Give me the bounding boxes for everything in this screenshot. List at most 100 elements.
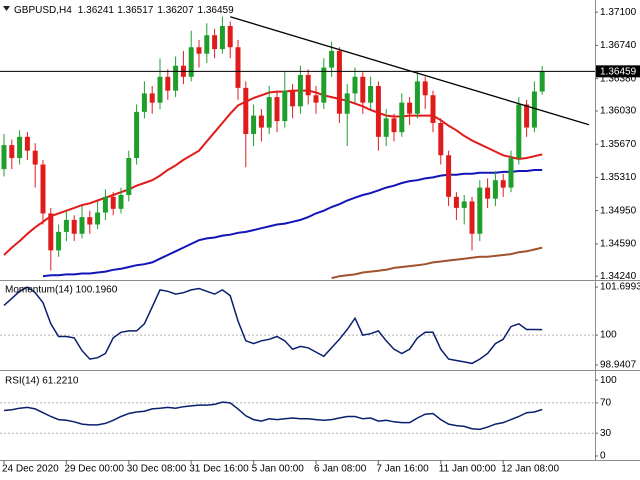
candle-body: [9, 145, 15, 159]
candle-body: [196, 47, 202, 54]
candle-body: [165, 76, 171, 91]
y-tick-label: 1.35670: [600, 139, 637, 150]
x-tick-label: 29 Dec 00:00: [64, 464, 124, 475]
x-tick-label: 24 Dec 2020: [2, 464, 59, 475]
candle-body: [407, 102, 413, 114]
candle-body: [95, 212, 101, 225]
candle-body: [461, 201, 467, 208]
candle-body: [235, 47, 241, 88]
y-tick-label: 98.9407: [600, 360, 637, 371]
y-tick-label: 0: [600, 451, 606, 462]
candle-body: [453, 196, 459, 208]
x-tick-label: 31 Dec 16:00: [189, 464, 249, 475]
series-line: [331, 246, 543, 279]
candle-body: [290, 90, 296, 107]
y-tick-label: 70: [600, 398, 612, 409]
candle-body: [17, 136, 23, 159]
candle-body: [352, 76, 358, 94]
candle-body: [524, 104, 530, 128]
candle-body: [539, 71, 545, 92]
series-line: [3, 286, 543, 365]
y-tick-label: 1.36030: [600, 106, 637, 117]
y-tick-label: 100: [600, 330, 617, 341]
candle-body: [48, 213, 54, 251]
candle-body: [243, 87, 249, 135]
candle-body: [266, 97, 272, 128]
candle-body: [141, 93, 147, 112]
pane-frames: [0, 0, 640, 461]
y-tick-label: 101.6993: [600, 282, 640, 293]
candle-body: [360, 76, 366, 103]
chart-title: GBPUSD,H4: [14, 5, 72, 16]
candle-body: [414, 81, 420, 114]
candle-body: [438, 122, 444, 156]
candle-body: [531, 91, 537, 128]
candle-body: [71, 219, 77, 234]
pane-title: Momentum(14) 100.1960: [5, 285, 118, 296]
candle-body: [79, 217, 85, 234]
candle-body: [391, 118, 397, 133]
candle-body: [485, 187, 491, 199]
candle-body: [149, 93, 155, 103]
candle-body: [204, 35, 210, 54]
ohlc-value: 1.36207: [157, 5, 194, 16]
candle-body: [375, 86, 381, 137]
y-tick-label: 30: [600, 428, 612, 439]
candle-body: [383, 118, 389, 137]
candle-body: [446, 155, 452, 197]
candle-body: [173, 65, 179, 91]
candle-body: [110, 196, 116, 209]
x-tick-label: 6 Jan 08:00: [314, 464, 367, 475]
candle-body: [157, 76, 163, 103]
candle-body: [492, 180, 498, 199]
x-tick-label: 7 Jan 16:00: [376, 464, 429, 475]
y-tick-label: 1.36380: [600, 73, 637, 84]
price-label-box: [596, 65, 640, 78]
candle-body: [87, 217, 93, 225]
candle-body: [24, 136, 30, 151]
candle-body: [126, 158, 132, 195]
candle-body: [321, 67, 327, 103]
candle-body: [477, 187, 483, 234]
pane-plot: [3, 286, 543, 365]
candle-body: [134, 111, 140, 159]
ohlc-value: 1.36517: [117, 5, 154, 16]
y-tick-label: 1.34240: [600, 271, 637, 282]
candle-body: [516, 104, 522, 159]
candle-body: [297, 74, 303, 107]
candle-body: [219, 26, 225, 50]
pane-plot: [3, 401, 543, 431]
series-line: [42, 169, 543, 278]
candle-body: [422, 81, 428, 96]
ohlc-value: 1.36459: [198, 5, 235, 16]
candle-body: [399, 102, 405, 133]
candle-body: [118, 194, 124, 209]
candle-body: [336, 50, 342, 114]
candle-body: [188, 47, 194, 77]
x-tick-label: 11 Jan 00:00: [439, 464, 497, 475]
candle-body: [251, 115, 257, 135]
menu-triangle: [3, 6, 10, 11]
y-tick-label: 1.34950: [600, 205, 637, 216]
candle-body: [368, 86, 374, 103]
candle-body: [1, 145, 7, 170]
candle-body: [329, 50, 335, 68]
candle-body: [430, 95, 436, 123]
candle-body: [508, 158, 514, 188]
candle-body: [313, 95, 319, 103]
y-tick-label: 1.37100: [600, 7, 637, 18]
candle-body: [274, 97, 280, 122]
y-tick-label: 1.34590: [600, 239, 637, 250]
series-line: [3, 401, 543, 431]
pane-title: RSI(14) 61.2210: [5, 376, 79, 387]
candle-body: [40, 164, 46, 214]
candle-body: [212, 35, 218, 50]
x-tick-label: 30 Dec 08:00: [127, 464, 187, 475]
candle-body: [344, 93, 350, 114]
candle-body: [305, 74, 311, 96]
x-tick-label: 12 Jan 08:00: [501, 464, 559, 475]
trendline: [230, 16, 590, 126]
y-tick-label: 1.35310: [600, 172, 637, 183]
